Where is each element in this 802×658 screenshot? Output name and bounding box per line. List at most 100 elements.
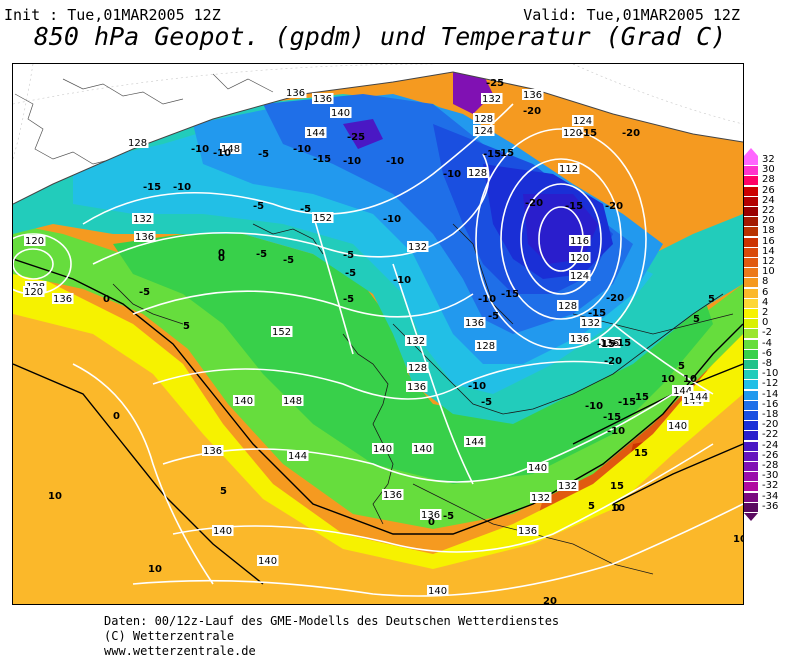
geopotential-label: 140 [373, 444, 392, 455]
temperature-label: -10 [173, 182, 191, 193]
geopotential-label-bg [412, 443, 434, 454]
legend-entry: -28 [742, 460, 802, 471]
legend-swatch [744, 380, 758, 390]
legend-swatch [744, 360, 758, 369]
temperature-label: -15 [565, 201, 583, 212]
legend-label: 22 [762, 205, 775, 216]
geopotential-label-bg [407, 362, 429, 373]
geopotential-label: 140 [428, 586, 447, 597]
legend-swatch [744, 176, 758, 186]
geopotential-label: 128 [474, 114, 493, 125]
temperature-label: -20 [604, 356, 622, 367]
geopotential-label-bg [667, 420, 689, 431]
temperature-label: -5 [481, 397, 492, 408]
legend-label: 12 [762, 256, 775, 267]
legend-label: -6 [762, 347, 772, 359]
legend-entry: -14 [742, 389, 802, 400]
legend-swatch [744, 196, 758, 206]
legend-entry: 30 [742, 164, 802, 176]
geopotential-label-bg [23, 286, 45, 297]
legend-entry: 14 [742, 246, 802, 257]
temperature-label: -10 [383, 214, 401, 225]
geopotential-label: 144 [288, 451, 307, 462]
temperature-label: -5 [283, 255, 294, 266]
temperature-label: -10 [607, 426, 625, 437]
legend-entry: -22 [742, 429, 802, 441]
temperature-label: 5 [693, 314, 700, 325]
temperature-label: -5 [345, 268, 356, 279]
geopotential-label: 152 [313, 213, 332, 224]
legend-swatch [744, 288, 758, 298]
geopotential-label-bg [558, 163, 580, 174]
legend-swatch [744, 298, 758, 308]
legend-label: -20 [762, 419, 779, 431]
geopotential-label: 144 [465, 437, 484, 448]
footer-data-source: Daten: 00/12z-Lauf des GME-Modells des D… [104, 614, 560, 628]
temperature-label: -10 [213, 148, 231, 159]
geopotential-label: 136 [203, 446, 222, 457]
temperature-label: 0 [613, 503, 620, 514]
legend-label: -2 [762, 327, 772, 339]
legend-label: 2 [762, 307, 769, 318]
legend-label: -32 [762, 480, 779, 492]
geopotential-label: 152 [272, 327, 291, 338]
geopotential-label: 136 [570, 334, 589, 345]
legend-entry: -20 [742, 419, 802, 431]
temperature-label: -10 [343, 156, 361, 167]
temperature-label: 20 [543, 596, 557, 604]
geopotential-label: 120 [570, 253, 589, 264]
geopotential-label: 132 [558, 481, 577, 492]
geopotential-label: 148 [221, 144, 240, 155]
geopotential-label-bg [132, 213, 154, 224]
legend-entry: 18 [742, 225, 802, 237]
temperature-label: -15 [597, 339, 615, 350]
geopotential-label: 140 [234, 396, 253, 407]
legend-swatch [744, 502, 758, 512]
legend-label: -36 [762, 500, 779, 512]
chart-title: 850 hPa Geopot. (gpdm) und Temperatur (G… [33, 22, 727, 51]
geopotential-label-bg [305, 127, 327, 138]
temperature-label: -5 [253, 201, 264, 212]
temperature-label: -10 [468, 381, 486, 392]
geopotential-label: 128 [408, 363, 427, 374]
legend-swatch [744, 156, 758, 165]
temperature-label: 15 [610, 481, 624, 492]
temperature-label: -10 [478, 294, 496, 305]
geopotential-label: 136 [286, 88, 305, 99]
legend-swatch [744, 217, 758, 227]
temperature-label: 15 [634, 448, 648, 459]
legend-entry: 6 [742, 287, 802, 298]
geopotential-label-bg [24, 235, 46, 246]
legend-bottom-arrow-icon [744, 513, 758, 521]
temperature-label: -5 [139, 287, 150, 298]
legend-swatch [744, 451, 758, 461]
init-time-label: Init : Tue,01MAR2005 12Z [4, 6, 221, 24]
legend-label: -8 [762, 358, 772, 369]
legend-swatch [744, 268, 758, 278]
temperature-label: 15 [635, 392, 649, 403]
legend-entry: -8 [742, 358, 802, 369]
legend-swatch [744, 431, 758, 441]
legend-entry: 10 [742, 266, 802, 278]
geopotential-label-bg [134, 231, 156, 242]
geopotential-label: 120 [25, 236, 44, 247]
temperature-label: -5 [256, 249, 267, 260]
geopotential-label-bg [569, 333, 591, 344]
legend-swatch [744, 472, 758, 482]
legend-swatch [744, 207, 758, 216]
geopotential-label: 136 [407, 382, 426, 393]
geopotential-label-bg [464, 317, 486, 328]
legend-label: -16 [762, 398, 779, 410]
geopotential-label: 132 [406, 336, 425, 347]
temperature-label: -15 [483, 149, 501, 160]
temperature-label: -15 [579, 128, 597, 139]
temperature-label: 10 [733, 534, 743, 545]
legend-entry: -16 [742, 398, 802, 410]
legend-swatch [744, 237, 758, 247]
geopotential-label: 132 [581, 318, 600, 329]
geopotential-label: 128 [476, 341, 495, 352]
geopotential-label-bg [405, 335, 427, 346]
geopotential-label: 136 [313, 94, 332, 105]
legend-top-arrow-icon [744, 148, 758, 156]
legend-entry: 32 [742, 154, 802, 165]
